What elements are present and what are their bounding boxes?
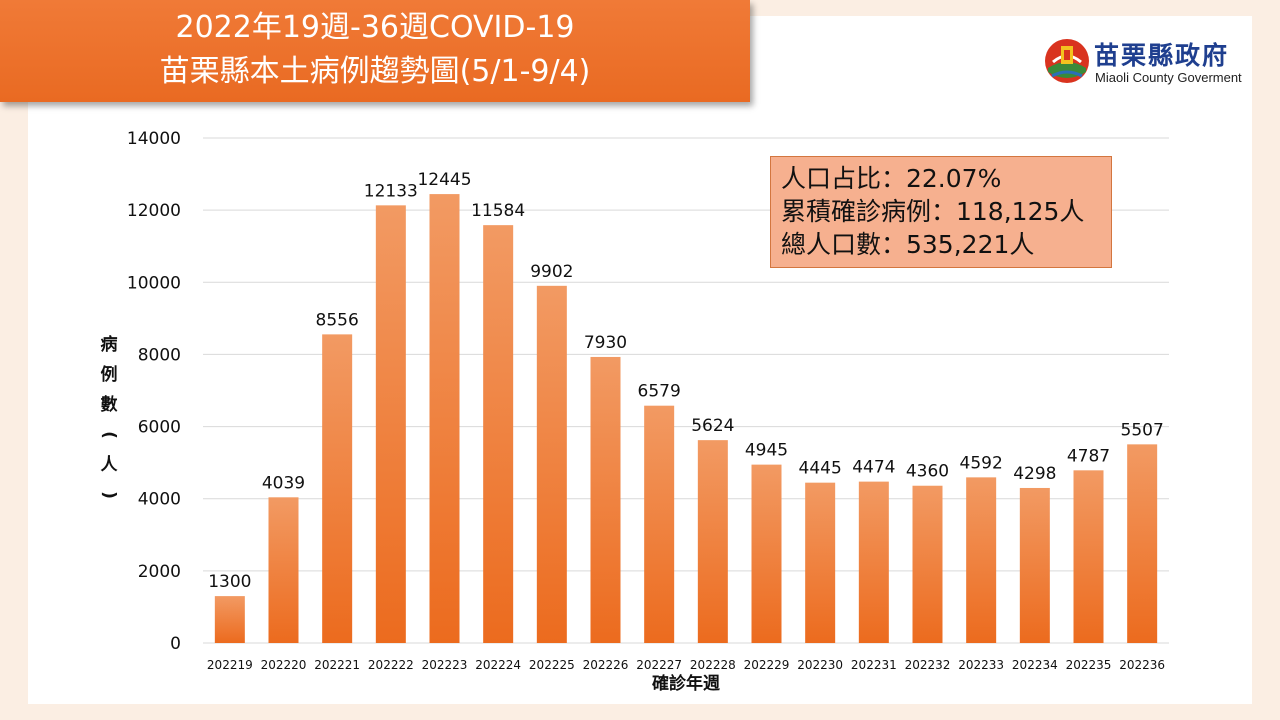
bar-202236 <box>1127 444 1158 643</box>
logo-name-zh: 苗栗縣政府 <box>1094 41 1230 70</box>
miaoli-county-logo: 苗栗縣政府 Miaoli County Goverment <box>1044 36 1259 92</box>
bar-202224 <box>483 225 514 644</box>
data-label-202227: 6579 <box>638 382 681 402</box>
x-tick-label: 202231 <box>851 658 897 672</box>
logo-name-en: Miaoli County Goverment <box>1095 70 1242 85</box>
bar-202220 <box>268 497 299 643</box>
bar-202219 <box>214 596 245 643</box>
data-label-202234: 4298 <box>1013 464 1056 484</box>
y-axis-label-char: ( <box>99 431 119 439</box>
data-label-202220: 4039 <box>262 473 305 493</box>
y-tick-label: 2000 <box>138 562 181 582</box>
bars <box>214 194 1158 644</box>
y-axis-label-char: ) <box>99 491 119 499</box>
stat-cumulative-cases: 累積確診病例：118,125人 <box>781 197 1085 226</box>
data-label-202221: 8556 <box>316 310 359 330</box>
bar-202227 <box>644 405 675 643</box>
stat-total-population: 總人口數：535,221人 <box>781 230 1035 259</box>
title-banner: 2022年19週-36週COVID-19 苗栗縣本土病例趨勢圖(5/1-9/4) <box>0 0 750 102</box>
data-label-202235: 4787 <box>1067 446 1110 466</box>
y-axis-label: 病例數 ( 人) <box>98 330 120 510</box>
bar-202232 <box>912 485 943 643</box>
bar-202221 <box>322 334 353 643</box>
y-tick-label: 4000 <box>138 490 181 510</box>
x-tick-label: 202227 <box>636 658 682 672</box>
y-axis-label-char: 病 <box>100 335 118 355</box>
data-label-202230: 4445 <box>799 459 842 479</box>
x-tick-label: 202225 <box>529 658 575 672</box>
bar-202226 <box>590 356 621 643</box>
x-tick-label: 202221 <box>314 658 360 672</box>
title-line-2: 苗栗縣本土病例趨勢圖(5/1-9/4) <box>159 54 591 89</box>
title-line-1: 2022年19週-36週COVID-19 <box>175 10 575 45</box>
bar-202228 <box>697 440 728 643</box>
data-label-202228: 5624 <box>691 416 734 436</box>
data-label-202222: 12133 <box>364 181 418 201</box>
x-tick-label: 202232 <box>905 658 951 672</box>
bar-202234 <box>1019 487 1050 643</box>
x-tick-label: 202233 <box>958 658 1004 672</box>
x-tick-label: 202222 <box>368 658 414 672</box>
x-tick-label: 202236 <box>1119 658 1165 672</box>
y-tick-label: 0 <box>170 634 181 654</box>
data-label-202231: 4474 <box>852 458 895 478</box>
y-tick-label: 6000 <box>138 418 181 438</box>
x-tick-label: 202223 <box>422 658 468 672</box>
data-label-202232: 4360 <box>906 462 949 482</box>
y-tick-label: 8000 <box>138 345 181 365</box>
data-label-202229: 4945 <box>745 441 788 461</box>
y-tick-label: 12000 <box>127 201 181 221</box>
x-tick-label: 202226 <box>583 658 629 672</box>
x-tick-label: 202229 <box>744 658 790 672</box>
bar-202233 <box>966 477 997 643</box>
bar-202230 <box>805 482 836 643</box>
y-axis-ticks: 0 2000 4000 6000 8000 10000 12000 14000 <box>127 129 181 654</box>
x-tick-label: 202220 <box>261 658 307 672</box>
bar-202231 <box>858 481 889 643</box>
x-tick-label: 202219 <box>207 658 253 672</box>
x-axis-ticks: 202219 202220 202221 202222 202223 202224 2022… <box>207 658 1165 672</box>
county-emblem-icon <box>1045 39 1089 83</box>
y-axis-label-char: 例 <box>100 365 118 385</box>
stat-population-share: 人口占比：22.07% <box>781 164 1002 193</box>
data-label-202219: 1300 <box>208 572 251 592</box>
x-tick-label: 202224 <box>475 658 521 672</box>
bar-202222 <box>375 205 406 644</box>
y-axis-label-char: 人 <box>100 455 118 475</box>
data-label-202224: 11584 <box>471 201 525 221</box>
y-tick-label: 14000 <box>127 129 181 149</box>
x-tick-label: 202234 <box>1012 658 1058 672</box>
data-label-202236: 5507 <box>1121 420 1164 440</box>
bar-202229 <box>751 464 782 643</box>
data-label-202233: 4592 <box>960 453 1003 473</box>
data-label-202223: 12445 <box>417 170 471 190</box>
bar-202225 <box>536 285 567 643</box>
x-tick-label: 202235 <box>1066 658 1112 672</box>
stats-box: 人口占比：22.07% 累積確診病例：118,125人 總人口數：535,221… <box>770 156 1112 268</box>
x-tick-label: 202228 <box>690 658 736 672</box>
x-axis-label: 確診年週 <box>652 673 720 694</box>
y-axis-label-char: 數 <box>100 395 118 415</box>
data-label-202226: 7930 <box>584 333 627 353</box>
bar-202223 <box>429 194 460 643</box>
bar-202235 <box>1073 470 1104 643</box>
x-tick-label: 202230 <box>797 658 843 672</box>
y-tick-label: 10000 <box>127 273 181 293</box>
data-label-202225: 9902 <box>530 262 573 282</box>
